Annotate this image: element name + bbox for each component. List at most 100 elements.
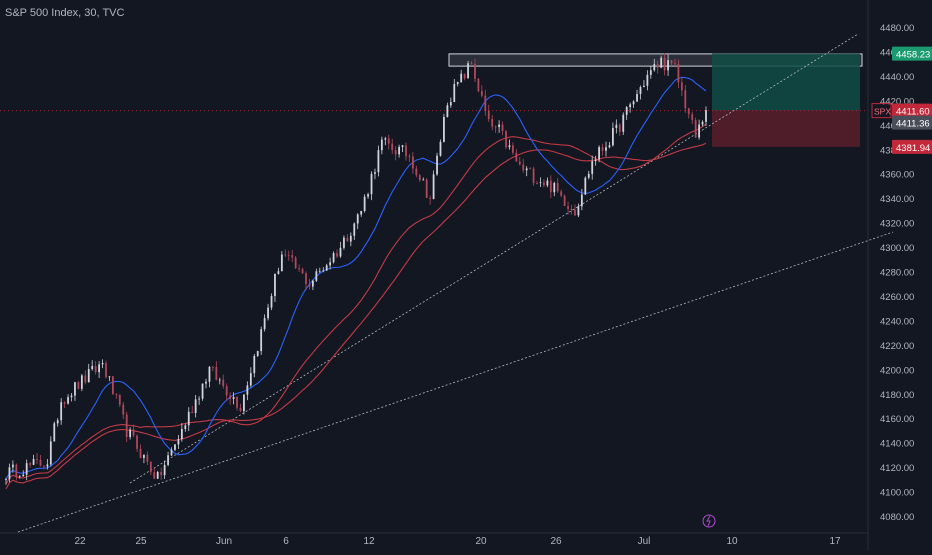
candle-body <box>401 145 404 147</box>
x-tick-label: 12 <box>363 536 375 547</box>
candle-body <box>349 235 352 242</box>
y-tick-label: 4340.00 <box>880 194 914 205</box>
candle-body <box>198 398 201 400</box>
candle-body <box>701 121 704 125</box>
price-tag-stop <box>892 139 932 154</box>
candle-body <box>156 472 159 479</box>
lightning-bolt-icon <box>706 515 711 527</box>
candle-body <box>391 143 394 151</box>
x-tick-label: 26 <box>550 536 562 547</box>
candle-body <box>374 172 376 174</box>
candle-body <box>84 375 87 383</box>
candle-body <box>608 145 611 148</box>
candle-body <box>543 182 545 186</box>
candle-body <box>494 126 497 128</box>
y-tick-label: 4140.00 <box>880 439 914 450</box>
candle-body <box>498 124 501 128</box>
candle-body <box>236 397 238 408</box>
candle-body <box>456 82 459 85</box>
moving-average-red-2 <box>5 142 707 490</box>
candle-body <box>663 57 666 71</box>
candle-body <box>453 84 456 103</box>
candle-body <box>601 147 604 151</box>
candle-body <box>687 108 690 115</box>
candle-body <box>563 195 566 207</box>
candle-body <box>474 64 476 79</box>
candle-body <box>549 180 552 193</box>
candle-body <box>587 173 590 178</box>
candle-body <box>370 173 373 195</box>
candle-body <box>325 265 328 271</box>
candle-body <box>305 273 307 285</box>
candle-body <box>577 206 580 216</box>
candle-body <box>43 465 45 467</box>
candle-body <box>611 128 614 146</box>
candle-body <box>556 183 559 192</box>
y-tick-label: 4200.00 <box>880 365 914 376</box>
candle-body <box>422 179 425 181</box>
candle-body <box>232 397 235 399</box>
x-tick-label: 22 <box>74 536 86 547</box>
candle-body <box>415 168 418 176</box>
candle-body <box>80 375 83 389</box>
candle-body <box>346 237 349 242</box>
x-tick-label: 10 <box>726 536 738 547</box>
candle-body <box>670 60 673 64</box>
candle-body <box>191 411 194 413</box>
candle-body <box>5 479 7 480</box>
candle-body <box>98 364 101 373</box>
candle-body <box>294 257 297 269</box>
candle-body <box>591 161 594 174</box>
candle-body <box>491 119 494 127</box>
candle-body <box>508 145 511 148</box>
candle-body <box>129 429 132 438</box>
candle-body <box>329 262 332 266</box>
candle-body <box>622 114 625 132</box>
y-tick-label: 4300.00 <box>880 243 914 254</box>
candle-body <box>377 150 380 173</box>
candle-body <box>649 70 652 75</box>
lightning-icon <box>702 514 716 528</box>
candle-body <box>694 120 697 138</box>
candle-body <box>308 284 311 287</box>
candle-body <box>146 454 149 462</box>
candle-body <box>39 459 42 466</box>
y-tick-label: 4280.00 <box>880 268 914 279</box>
candle-body <box>239 407 242 412</box>
y-tick-label: 4120.00 <box>880 463 914 474</box>
candle-body <box>363 196 366 212</box>
candle-body <box>684 90 687 109</box>
candle-body <box>246 385 249 395</box>
candle-body <box>636 93 638 102</box>
candle-body <box>580 194 583 207</box>
candle-body <box>105 363 107 378</box>
candle-body <box>332 253 335 263</box>
x-tick-label: Jun <box>216 536 232 547</box>
candle-body <box>339 247 342 257</box>
candle-body <box>598 147 601 160</box>
candle-body <box>463 73 466 79</box>
candle-body <box>584 177 587 195</box>
candle-body <box>449 102 452 106</box>
candle-body <box>60 402 63 421</box>
price-tag-label: 4411.36 <box>896 119 930 130</box>
candle-body <box>132 429 135 436</box>
candle-body <box>270 296 273 308</box>
y-tick-label: 4360.00 <box>880 170 914 181</box>
candle-body <box>539 182 542 184</box>
candle-body <box>67 397 69 404</box>
candle-body <box>208 366 211 382</box>
candle-body <box>77 382 80 389</box>
candle-body <box>639 87 642 94</box>
candle-body <box>74 382 76 396</box>
candle-body <box>87 369 90 383</box>
candle-body <box>356 214 359 224</box>
candle-body <box>384 138 387 140</box>
candle-body <box>284 254 287 256</box>
price-tag-last <box>892 115 932 130</box>
candle-body <box>560 191 563 196</box>
candle-body <box>15 464 18 477</box>
candle-body <box>605 147 607 151</box>
